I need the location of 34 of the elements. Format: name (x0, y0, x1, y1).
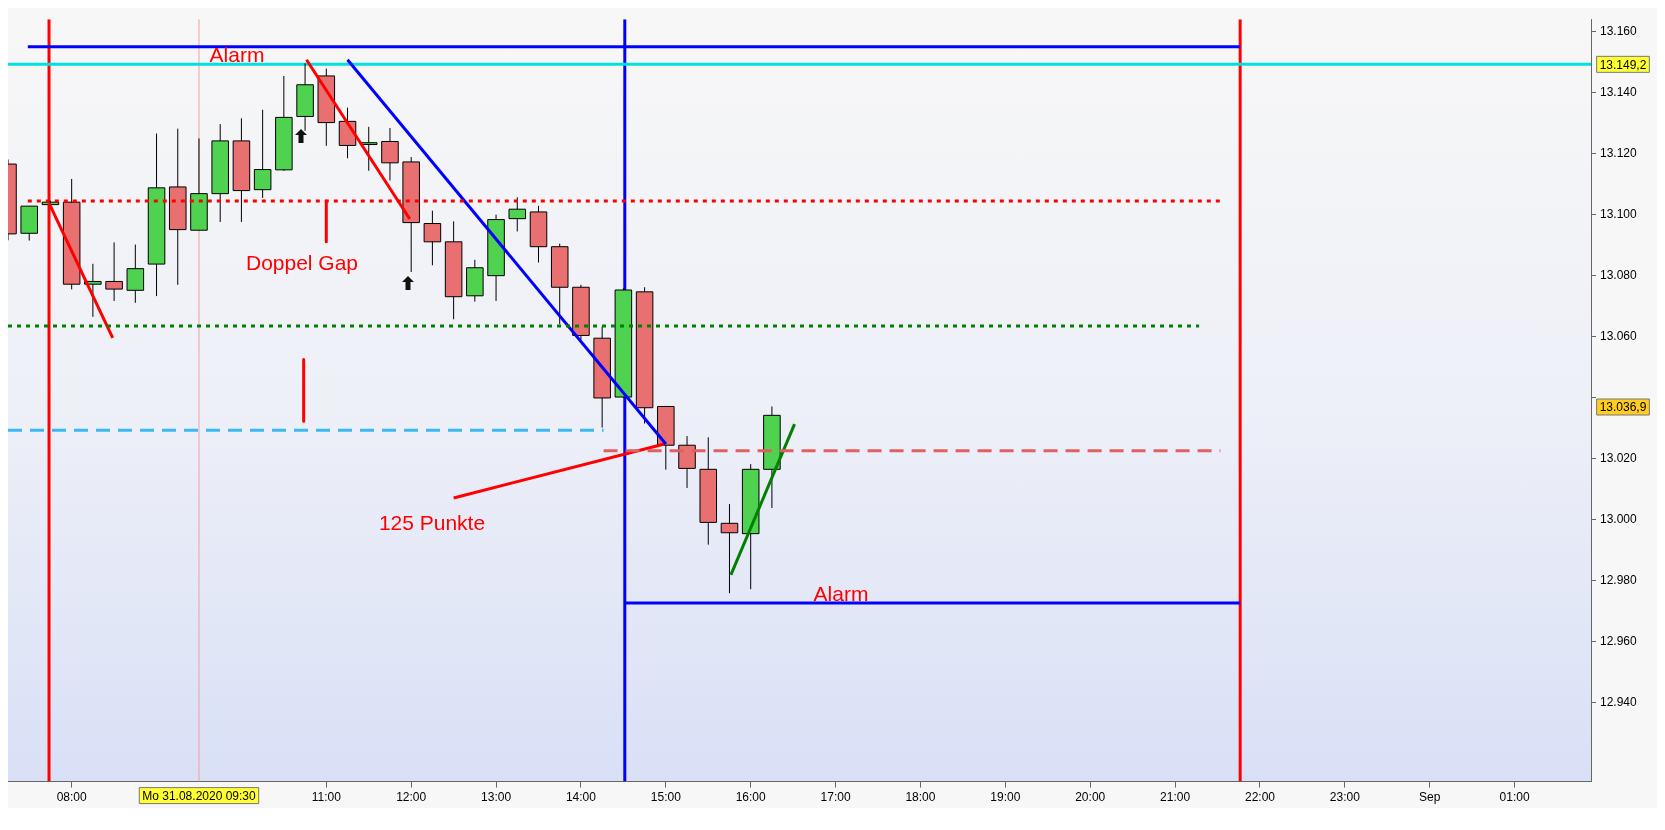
y-tick-label: 13.080 (1600, 267, 1638, 282)
annotation: 125 Punkte (378, 510, 486, 534)
x-tick-label: Sep (1419, 790, 1441, 805)
y-tick-label: 13.100 (1600, 206, 1638, 221)
y-tick-label: 13.160 (1600, 23, 1638, 38)
y-tick-label: 12.980 (1600, 572, 1638, 587)
annotation: Alarm (813, 581, 869, 605)
x-tick-label: 01:00 (1499, 790, 1530, 805)
x-tick-label: 15:00 (650, 790, 682, 805)
y-tick-label: 13.140 (1600, 84, 1638, 99)
y-tick-label: 12.960 (1600, 633, 1638, 648)
y-tick-label: 13.000 (1600, 511, 1638, 526)
x-tick-label: 18:00 (905, 790, 936, 805)
x-tick-label: 23:00 (1329, 790, 1361, 805)
annotation: Alarm (209, 42, 265, 66)
y-tick-label: 13.020 (1600, 450, 1638, 465)
x-tick-label: 14:00 (565, 790, 597, 805)
text: 13.036,9 (1599, 400, 1647, 415)
x-tick-label: 17:00 (820, 790, 851, 805)
ref-line-label: 13.149,2 (1599, 57, 1647, 72)
x-tick-label: 16:00 (735, 790, 767, 805)
x-tick-label: 08:00 (56, 790, 87, 805)
x-tick-label: 12:00 (396, 790, 427, 805)
x-tick-label: 11:00 (311, 790, 342, 805)
x-tick-label: 21:00 (1160, 790, 1191, 805)
ref-line-label: Mo 31.08.2020 09:30 (142, 788, 257, 803)
x-tick-label: 13:00 (481, 790, 512, 805)
y-tick-label: 13.060 (1600, 328, 1638, 343)
x-tick-label: 20:00 (1075, 790, 1106, 805)
x-tick-label: 22:00 (1244, 790, 1276, 805)
y-tick-label: 13.120 (1600, 145, 1638, 160)
annotation: Doppel Gap (245, 250, 359, 274)
y-tick-label: 12.940 (1600, 694, 1638, 709)
x-tick-label: 19:00 (990, 790, 1021, 805)
